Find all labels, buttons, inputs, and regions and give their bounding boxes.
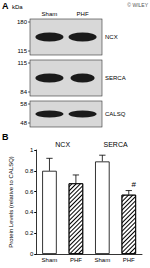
- svg-text:Protein Levels (relative to CA: Protein Levels (relative to CALSQ): [8, 156, 14, 248]
- html-text:B: B: [2, 132, 9, 142]
- svg-text:0: 0: [30, 251, 34, 257]
- svg-text:0.4: 0.4: [25, 209, 34, 215]
- svg-text:#: #: [132, 180, 137, 189]
- svg-text:PHF: PHF: [77, 11, 89, 17]
- svg-text:0.2: 0.2: [25, 230, 34, 236]
- svg-text:115: 115: [17, 48, 27, 54]
- svg-text:PHF: PHF: [123, 257, 135, 263]
- svg-text:A: A: [2, 1, 9, 11]
- svg-text:NCX: NCX: [55, 141, 70, 148]
- svg-text:PHF: PHF: [70, 257, 82, 263]
- svg-text:Sham: Sham: [94, 257, 110, 263]
- svg-text:NCX: NCX: [105, 34, 118, 40]
- svg-text:48: 48: [20, 120, 27, 126]
- svg-text:58: 58: [20, 101, 27, 107]
- svg-text:SERCA: SERCA: [103, 141, 127, 148]
- svg-text:Sham: Sham: [42, 11, 58, 17]
- svg-text:84: 84: [20, 89, 27, 95]
- svg-text:180: 180: [17, 19, 28, 25]
- svg-text:SERCA: SERCA: [105, 75, 126, 81]
- svg-text:0.6: 0.6: [25, 189, 34, 195]
- svg-text:115: 115: [17, 60, 27, 66]
- svg-text:© WILEY: © WILEY: [127, 2, 148, 8]
- svg-text:0.8: 0.8: [25, 168, 34, 174]
- svg-text:CALSQ: CALSQ: [105, 111, 126, 117]
- svg-text:1: 1: [30, 147, 34, 153]
- svg-text:Sham: Sham: [42, 257, 58, 263]
- svg-text:kDa: kDa: [12, 4, 23, 10]
